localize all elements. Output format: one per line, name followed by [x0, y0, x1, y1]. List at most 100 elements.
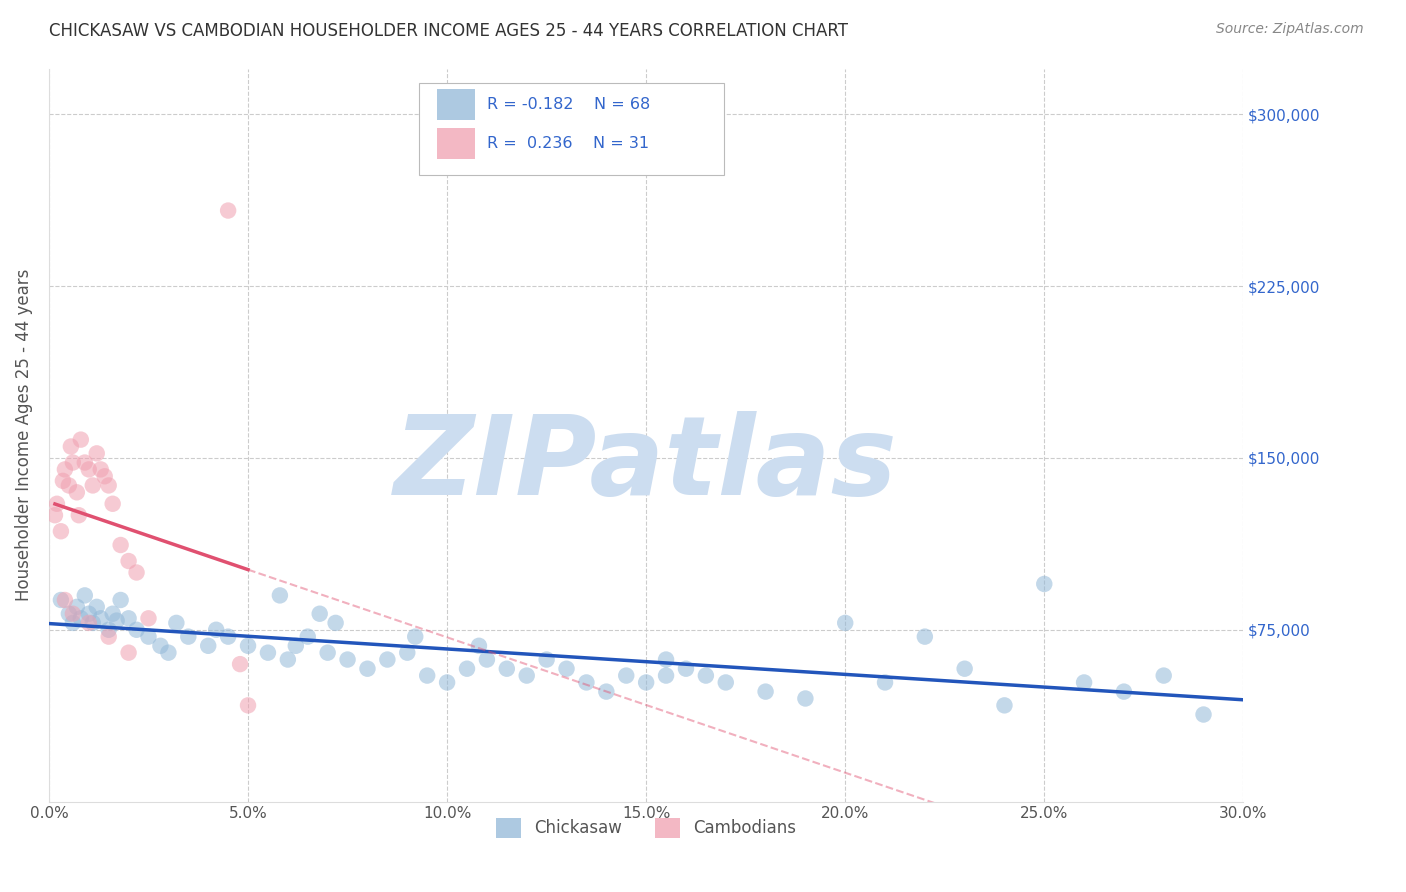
- Point: [269, 588, 291, 602]
- Point: [93, 469, 115, 483]
- Point: [165, 615, 187, 630]
- Point: [197, 639, 219, 653]
- FancyBboxPatch shape: [437, 128, 475, 159]
- Text: CHICKASAW VS CAMBODIAN HOUSEHOLDER INCOME AGES 25 - 44 YEARS CORRELATION CHART: CHICKASAW VS CAMBODIAN HOUSEHOLDER INCOM…: [49, 22, 848, 40]
- Point: [993, 698, 1015, 713]
- Point: [229, 657, 252, 672]
- Point: [62, 607, 84, 621]
- Point: [53, 593, 76, 607]
- Point: [125, 623, 148, 637]
- Point: [117, 646, 139, 660]
- Legend: Chickasaw, Cambodians: Chickasaw, Cambodians: [489, 811, 803, 845]
- Point: [58, 607, 80, 621]
- Point: [77, 462, 100, 476]
- Point: [138, 611, 160, 625]
- FancyBboxPatch shape: [437, 88, 475, 120]
- Point: [59, 440, 82, 454]
- Point: [53, 462, 76, 476]
- Point: [82, 478, 104, 492]
- Point: [66, 599, 89, 614]
- Point: [834, 615, 856, 630]
- Point: [416, 668, 439, 682]
- Point: [284, 639, 307, 653]
- Point: [297, 630, 319, 644]
- Point: [404, 630, 426, 644]
- Point: [595, 684, 617, 698]
- Point: [177, 630, 200, 644]
- Point: [794, 691, 817, 706]
- Point: [356, 662, 378, 676]
- Point: [236, 698, 259, 713]
- Point: [67, 508, 90, 523]
- Point: [316, 646, 339, 660]
- Point: [953, 662, 976, 676]
- Point: [101, 497, 124, 511]
- Point: [436, 675, 458, 690]
- Point: [655, 652, 678, 666]
- FancyBboxPatch shape: [419, 83, 724, 175]
- Point: [655, 668, 678, 682]
- Point: [110, 538, 132, 552]
- Point: [97, 623, 120, 637]
- Point: [217, 630, 239, 644]
- Point: [97, 478, 120, 492]
- Text: Source: ZipAtlas.com: Source: ZipAtlas.com: [1216, 22, 1364, 37]
- Point: [205, 623, 228, 637]
- Point: [49, 593, 72, 607]
- Point: [86, 446, 108, 460]
- Text: R =  0.236    N = 31: R = 0.236 N = 31: [488, 136, 650, 152]
- Point: [66, 485, 89, 500]
- Point: [555, 662, 578, 676]
- Point: [82, 615, 104, 630]
- Point: [675, 662, 697, 676]
- Point: [1073, 675, 1095, 690]
- Point: [77, 615, 100, 630]
- Point: [149, 639, 172, 653]
- Point: [138, 630, 160, 644]
- Text: R = -0.182    N = 68: R = -0.182 N = 68: [488, 96, 651, 112]
- Point: [516, 668, 538, 682]
- Point: [45, 497, 67, 511]
- Point: [69, 433, 91, 447]
- Point: [1153, 668, 1175, 682]
- Point: [536, 652, 558, 666]
- Point: [277, 652, 299, 666]
- Point: [90, 462, 112, 476]
- Point: [755, 684, 778, 698]
- Point: [73, 456, 96, 470]
- Point: [495, 662, 517, 676]
- Point: [695, 668, 717, 682]
- Point: [308, 607, 330, 621]
- Point: [90, 611, 112, 625]
- Point: [157, 646, 180, 660]
- Point: [1033, 577, 1056, 591]
- Point: [52, 474, 75, 488]
- Point: [97, 630, 120, 644]
- Point: [62, 615, 84, 630]
- Point: [125, 566, 148, 580]
- Point: [614, 668, 637, 682]
- Point: [456, 662, 478, 676]
- Y-axis label: Householder Income Ages 25 - 44 years: Householder Income Ages 25 - 44 years: [15, 268, 32, 601]
- Point: [73, 588, 96, 602]
- Point: [475, 652, 498, 666]
- Point: [257, 646, 280, 660]
- Point: [86, 599, 108, 614]
- Point: [636, 675, 658, 690]
- Point: [914, 630, 936, 644]
- Point: [117, 611, 139, 625]
- Point: [377, 652, 399, 666]
- Point: [58, 478, 80, 492]
- Point: [49, 524, 72, 539]
- Point: [396, 646, 419, 660]
- Point: [101, 607, 124, 621]
- Point: [468, 639, 491, 653]
- Point: [575, 675, 598, 690]
- Point: [77, 607, 100, 621]
- Point: [62, 456, 84, 470]
- Point: [110, 593, 132, 607]
- Point: [1112, 684, 1135, 698]
- Point: [325, 615, 347, 630]
- Point: [217, 203, 239, 218]
- Point: [105, 614, 128, 628]
